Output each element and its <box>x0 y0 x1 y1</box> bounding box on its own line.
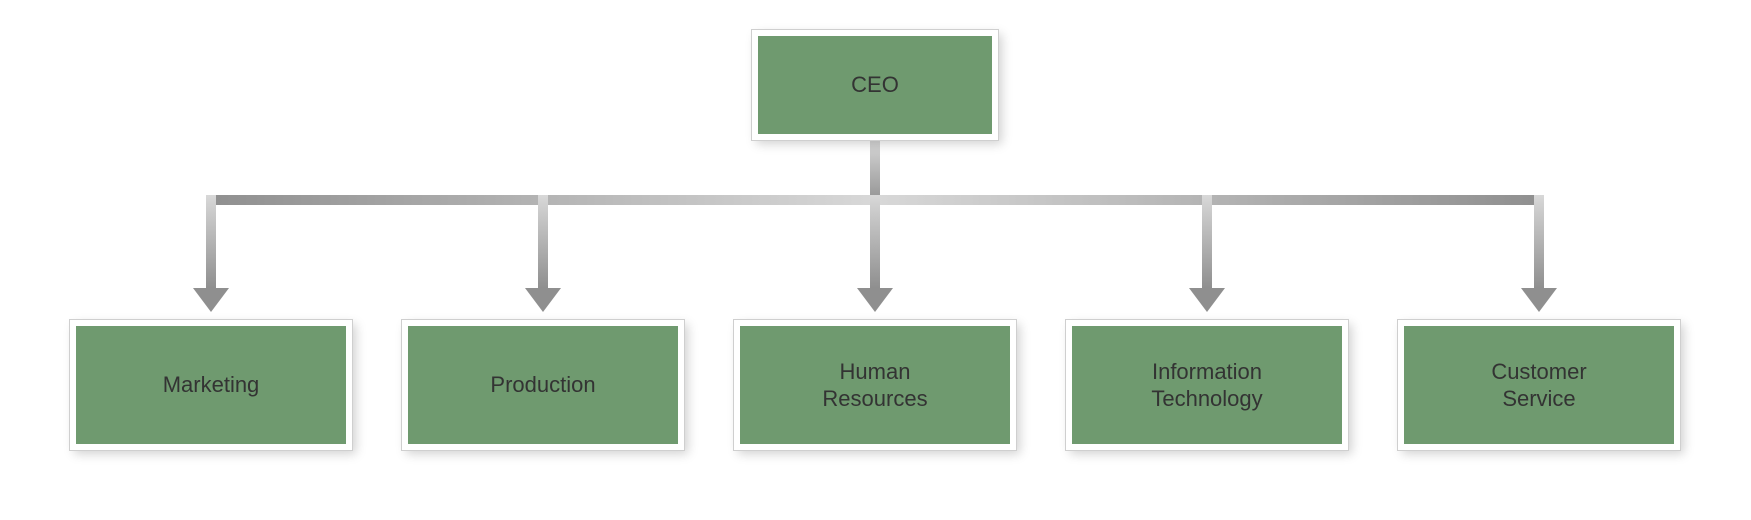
org-node-cs: CustomerService <box>1398 320 1680 450</box>
org-node-it: InformationTechnology <box>1066 320 1348 450</box>
org-node-prod: Production <box>402 320 684 450</box>
org-node-ceo: CEO <box>752 30 998 140</box>
org-chart-canvas: CEO Marketing Production HumanResources Info… <box>0 0 1751 520</box>
org-node-label: HumanResources <box>822 358 927 413</box>
org-node-label: Production <box>490 371 595 399</box>
org-node-mkt: Marketing <box>70 320 352 450</box>
org-node-label: Marketing <box>163 371 260 399</box>
org-node-label: InformationTechnology <box>1151 358 1262 413</box>
org-node-label: CustomerService <box>1491 358 1586 413</box>
org-node-label: CEO <box>851 71 899 99</box>
org-node-hr: HumanResources <box>734 320 1016 450</box>
